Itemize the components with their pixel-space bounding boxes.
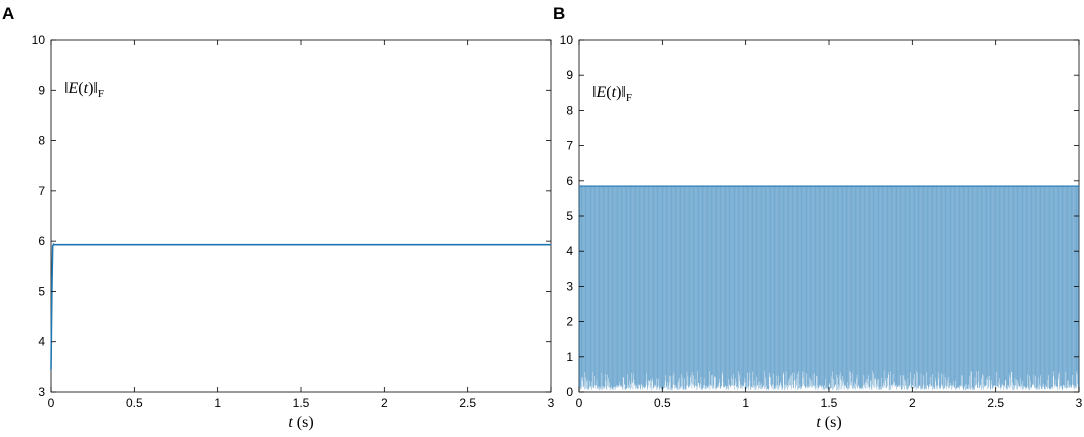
y-tick-label-b: 4 bbox=[566, 244, 573, 258]
y-tick-label-a: 5 bbox=[38, 284, 45, 298]
y-tick-label-b: 5 bbox=[566, 209, 573, 223]
series-line-a bbox=[50, 242, 551, 370]
x-tick-label-b: 1.5 bbox=[821, 396, 838, 410]
panel-a: A 3 4 5 6 7 8 9 10 0 0.5 1 1.5 2 2.5 3 ‖E(t)‖F t (s) bbox=[2, 4, 555, 431]
x-tick-label-a: 1 bbox=[214, 396, 221, 410]
series-path-a bbox=[50, 242, 551, 370]
series-line-b bbox=[578, 185, 1080, 391]
panel-label-b: B bbox=[553, 4, 565, 23]
y-tick-label-a: 3 bbox=[38, 385, 45, 399]
x-tick-label-a: 3 bbox=[548, 396, 555, 410]
x-tick-label-a: 2 bbox=[381, 396, 388, 410]
y-tick-label-a: 10 bbox=[32, 33, 46, 47]
y-tick-label-a: 7 bbox=[38, 184, 45, 198]
x-tick-label-b: 0.5 bbox=[654, 396, 671, 410]
x-tick-label-b: 0 bbox=[576, 396, 583, 410]
x-tick-label-b: 1 bbox=[742, 396, 749, 410]
axes-a: 3 4 5 6 7 8 9 10 0 0.5 1 1.5 2 2.5 3 bbox=[32, 33, 555, 410]
norm-annotation-b: ‖E(t)‖F bbox=[592, 84, 632, 104]
x-tick-label-a: 2.5 bbox=[459, 396, 476, 410]
y-tick-label-b: 3 bbox=[566, 279, 573, 293]
plot-frame-a bbox=[50, 39, 552, 393]
x-axis-label-a: t (s) bbox=[288, 414, 313, 431]
x-tick-label-a: 0.5 bbox=[126, 396, 143, 410]
y-tick-label-b: 10 bbox=[560, 33, 574, 47]
y-tick-label-b: 6 bbox=[566, 174, 573, 188]
y-tick-label-b: 8 bbox=[566, 103, 573, 117]
axes-b: 0 1 2 3 4 5 6 7 8 9 10 0 0.5 1 1.5 2 2.5 3 bbox=[560, 33, 1083, 410]
x-axis-label-b: t (s) bbox=[816, 414, 841, 431]
x-tick-label-b: 2.5 bbox=[987, 396, 1004, 410]
x-tick-label-a: 0 bbox=[48, 396, 55, 410]
y-tick-label-a: 8 bbox=[38, 134, 45, 148]
y-tick-label-b: 9 bbox=[566, 68, 573, 82]
x-tick-label-a: 1.5 bbox=[293, 396, 310, 410]
y-tick-label-b: 7 bbox=[566, 139, 573, 153]
y-tick-label-a: 6 bbox=[38, 234, 45, 248]
y-tick-label-b: 2 bbox=[566, 315, 573, 329]
x-tick-label-b: 2 bbox=[909, 396, 916, 410]
y-tick-label-a: 4 bbox=[38, 335, 45, 349]
panel-label-a: A bbox=[2, 4, 14, 23]
norm-annotation-a: ‖E(t)‖F bbox=[64, 80, 104, 100]
y-tick-label-b: 1 bbox=[566, 350, 573, 364]
panel-b: B 0 1 2 3 4 5 6 7 8 9 10 0 0.5 1 1.5 2 2.5 3 ‖E(t)‖F t (s… bbox=[553, 4, 1083, 431]
x-tick-label-b: 3 bbox=[1076, 396, 1083, 410]
y-tick-label-a: 9 bbox=[38, 83, 45, 97]
oscillation-band-b bbox=[578, 186, 1080, 391]
y-tick-label-b: 0 bbox=[566, 385, 573, 399]
